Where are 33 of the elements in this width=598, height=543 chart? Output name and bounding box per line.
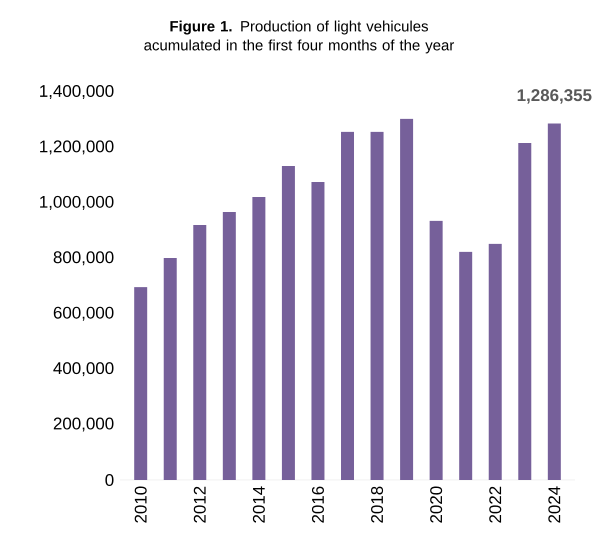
- bar: [518, 142, 532, 480]
- x-tick-label: 2010: [134, 486, 147, 523]
- bar: [370, 132, 384, 480]
- bar: [548, 123, 561, 480]
- x-tick-label: 2016: [312, 486, 324, 523]
- bar: [282, 166, 295, 480]
- y-tick-label: 1,000,000: [40, 196, 114, 210]
- bar: [311, 182, 324, 480]
- bar: [164, 258, 177, 480]
- chart-title: Figure 1. Production of light vehicules acumulated in the first four months of the year: [144, 20, 454, 54]
- x-tick-label: 2022: [489, 486, 502, 523]
- data-label: 1,286,355: [518, 89, 592, 104]
- x-tick-label: 2012: [194, 486, 206, 523]
- y-tick-label: 400,000: [53, 362, 114, 376]
- bar: [193, 225, 206, 480]
- y-tick-label: 1,400,000: [40, 84, 114, 99]
- y-tick-label: 800,000: [54, 251, 114, 266]
- bar: [252, 197, 266, 480]
- bar: [222, 212, 236, 480]
- y-tick-label: 1,200,000: [40, 140, 114, 154]
- bar: [459, 252, 472, 480]
- y-tick-label: 600,000: [54, 306, 114, 321]
- bar: [134, 287, 148, 480]
- x-tick-label: 2024: [548, 486, 560, 523]
- x-tick-label: 2020: [430, 486, 442, 523]
- bar: [488, 244, 502, 480]
- y-tick-label: 0: [105, 474, 114, 486]
- bar: [341, 132, 354, 480]
- x-tick-label: 2018: [371, 486, 384, 523]
- y-tick-label: 200,000: [54, 418, 114, 432]
- bar: [400, 118, 414, 480]
- x-tick-label: 2014: [252, 486, 265, 523]
- bar: [430, 220, 443, 480]
